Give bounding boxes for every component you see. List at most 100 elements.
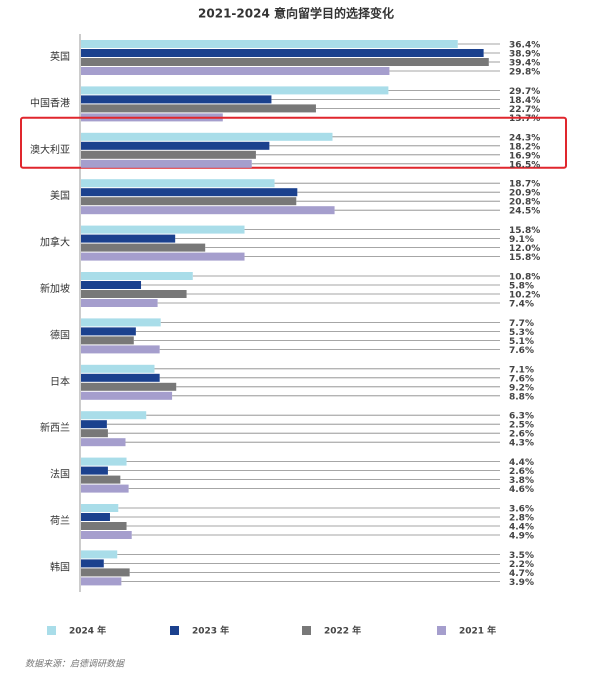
legend-label: 2022 年 — [324, 625, 361, 637]
bar — [81, 206, 335, 215]
bar — [81, 132, 333, 141]
value-label: 4.4% — [509, 523, 534, 533]
value-label: 20.8% — [509, 198, 540, 208]
bar — [81, 336, 134, 345]
bar — [81, 364, 155, 373]
value-label: 29.7% — [509, 87, 540, 97]
bar — [81, 531, 132, 539]
bar — [81, 234, 176, 243]
category-label: 澳大利亚 — [30, 143, 70, 156]
bar — [81, 466, 108, 475]
category-label: 加拿大 — [40, 236, 70, 249]
bar — [81, 58, 489, 66]
bar — [81, 95, 272, 104]
bar — [81, 197, 297, 206]
bar — [81, 252, 245, 261]
bar — [81, 373, 160, 382]
value-label: 13.7% — [509, 114, 540, 124]
category-label: 日本 — [50, 375, 70, 388]
value-label: 38.9% — [509, 50, 540, 60]
bar — [81, 141, 270, 150]
value-label: 20.9% — [509, 189, 540, 199]
value-label: 16.9% — [509, 151, 540, 161]
value-label: 12.0% — [509, 244, 540, 254]
legend-label: 2023 年 — [192, 625, 229, 637]
legend-label: 2021 年 — [459, 625, 496, 637]
value-label: 18.2% — [509, 142, 540, 152]
category-label: 英国 — [50, 50, 70, 63]
bar — [81, 150, 256, 159]
value-label: 2.2% — [509, 560, 534, 570]
value-label: 29.8% — [509, 68, 540, 78]
bar — [81, 104, 316, 113]
value-label: 8.8% — [509, 392, 534, 402]
legend-label: 2024 年 — [69, 625, 106, 637]
value-label: 7.6% — [509, 346, 534, 356]
bar — [81, 49, 484, 57]
bar — [81, 299, 158, 307]
bar — [81, 281, 142, 289]
category-label: 中国香港 — [30, 96, 70, 109]
bar — [81, 577, 122, 586]
value-label: 7.1% — [509, 365, 534, 375]
value-label: 39.4% — [509, 59, 540, 69]
chart-title: 2021-2024 意向留学目的选择变化 — [198, 6, 394, 21]
legend-swatch — [47, 626, 56, 635]
bar — [81, 550, 118, 559]
value-label: 24.3% — [509, 133, 540, 143]
value-label: 24.5% — [509, 207, 540, 217]
bar — [81, 86, 389, 95]
legend-swatch — [302, 626, 311, 635]
category-label: 德国 — [50, 328, 70, 341]
value-label: 9.1% — [509, 235, 534, 245]
bar — [81, 504, 119, 512]
highlight-box — [20, 116, 567, 169]
legend-swatch — [437, 626, 446, 635]
value-label: 4.6% — [509, 485, 534, 495]
value-label: 5.3% — [509, 328, 534, 338]
category-label: 荷兰 — [50, 514, 70, 527]
bar — [81, 225, 245, 234]
value-label: 36.4% — [509, 41, 540, 51]
bar — [81, 159, 252, 168]
bar — [81, 457, 127, 466]
bar — [81, 513, 110, 521]
value-label: 16.5% — [509, 160, 540, 170]
value-label: 5.1% — [509, 337, 534, 347]
value-label: 10.8% — [509, 273, 540, 283]
value-label: 6.3% — [509, 412, 534, 422]
value-label: 4.7% — [509, 569, 534, 579]
value-label: 2.6% — [509, 430, 534, 440]
value-label: 7.6% — [509, 374, 534, 384]
bar — [81, 438, 126, 447]
category-label: 美国 — [50, 189, 70, 202]
bar — [81, 484, 129, 493]
value-label: 4.4% — [509, 458, 534, 468]
value-label: 15.8% — [509, 253, 540, 263]
bar — [81, 522, 127, 530]
bar — [81, 318, 161, 327]
bar — [81, 179, 275, 188]
value-label: 4.3% — [509, 439, 534, 449]
category-label: 法国 — [50, 468, 70, 481]
source-note: 数据来源：启德调研数据 — [25, 659, 126, 670]
bar — [81, 391, 173, 400]
category-label: 新加坡 — [40, 282, 70, 295]
value-label: 4.9% — [509, 532, 534, 542]
bar — [81, 420, 107, 429]
value-label: 3.5% — [509, 551, 534, 561]
bar — [81, 243, 206, 252]
bar — [81, 559, 104, 568]
bar — [81, 568, 130, 577]
value-label: 7.7% — [509, 319, 534, 329]
value-label: 18.7% — [509, 180, 540, 190]
bar — [81, 429, 108, 438]
bar — [81, 411, 147, 420]
value-label: 22.7% — [509, 105, 540, 115]
value-label: 7.4% — [509, 300, 534, 310]
bar — [81, 345, 160, 354]
value-label: 10.2% — [509, 291, 540, 301]
value-label: 5.8% — [509, 282, 534, 292]
bar — [81, 40, 458, 48]
